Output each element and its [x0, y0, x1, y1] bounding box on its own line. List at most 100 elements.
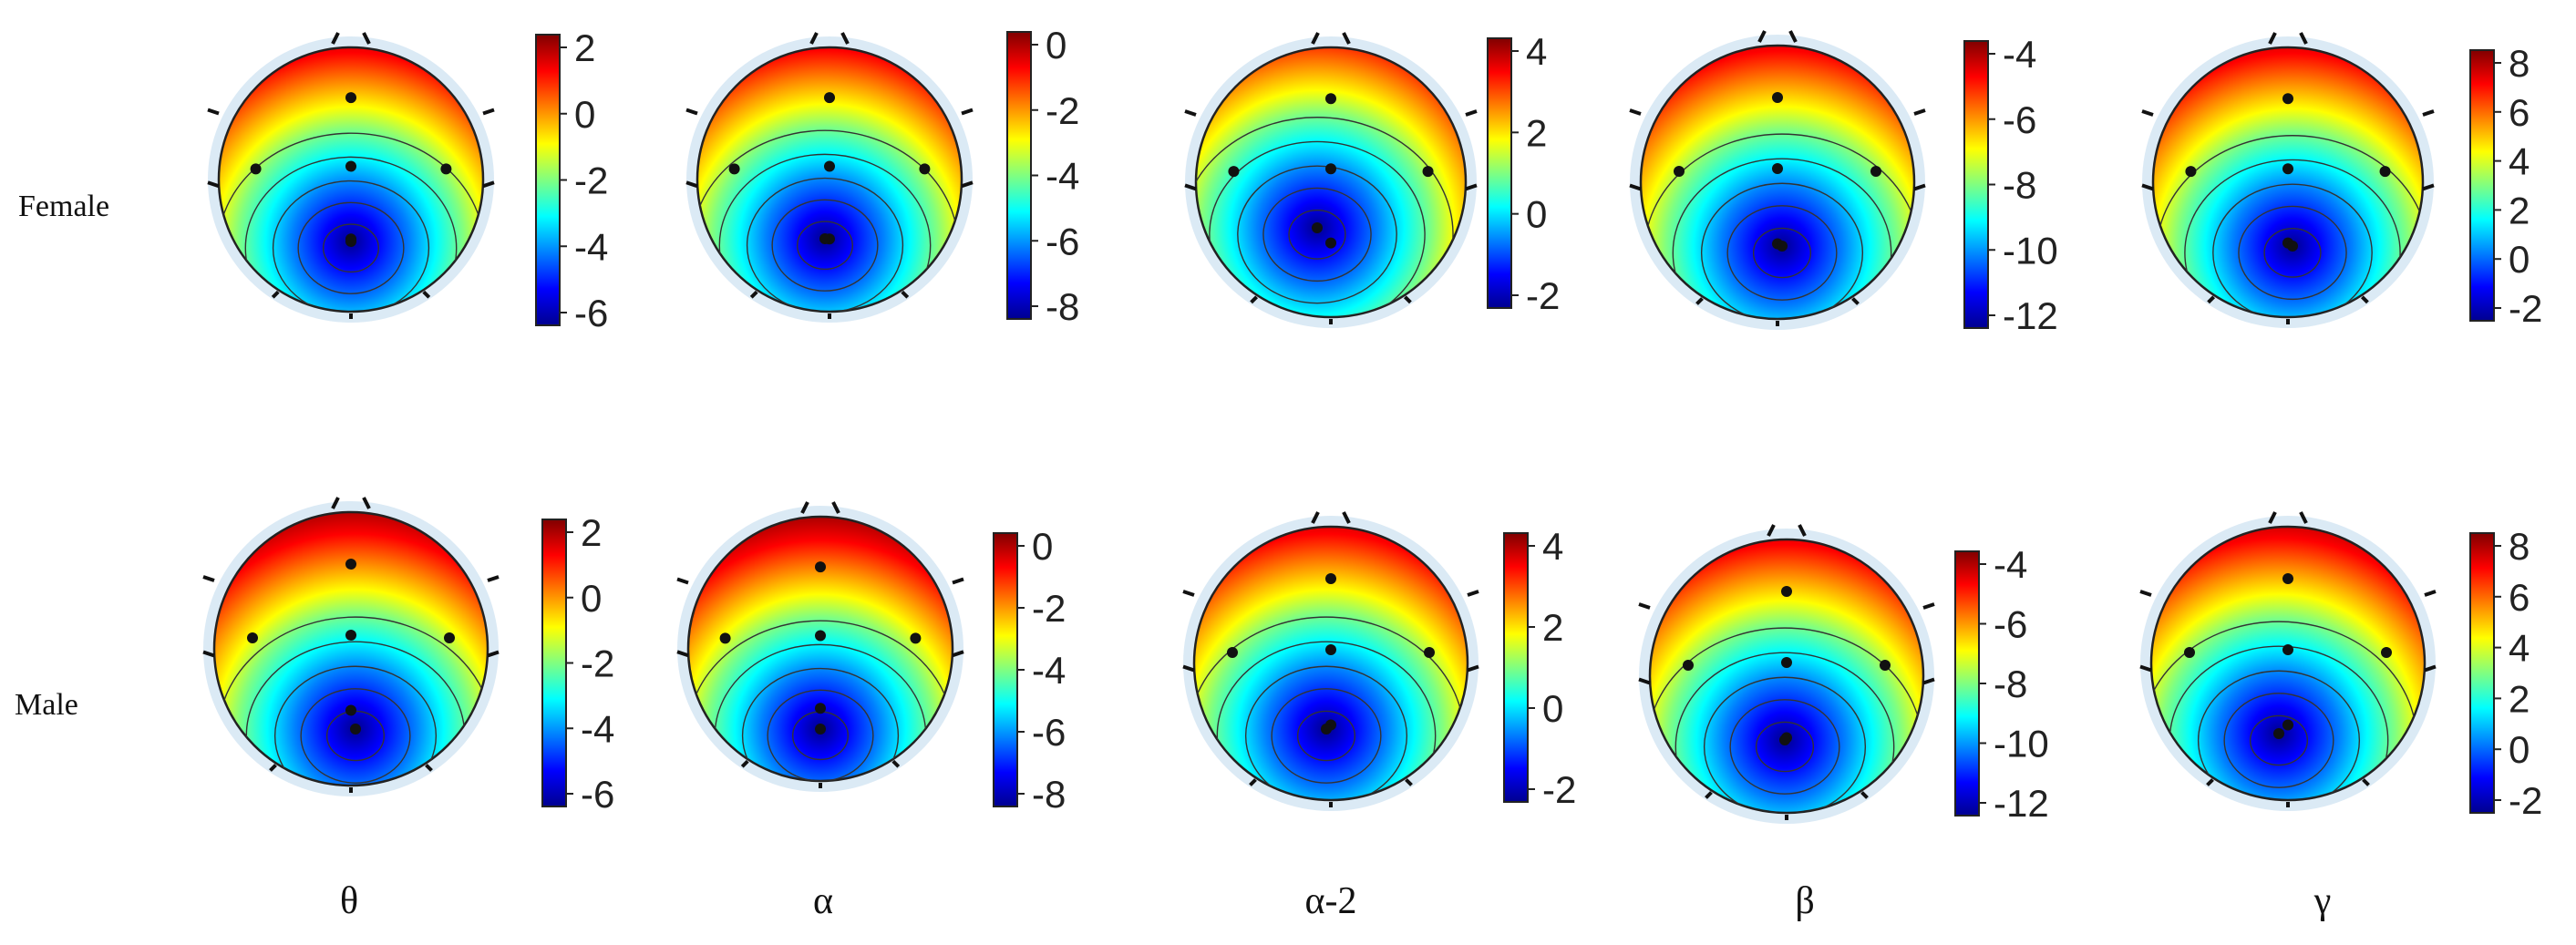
colorbar-tick-label: -2 — [1526, 274, 1560, 317]
colorbar-tick-label: -6 — [1994, 603, 2027, 646]
contour-lines — [219, 132, 483, 312]
colorbar-tick-label: -6 — [1032, 711, 1066, 754]
colorbar-tick-label: -6 — [2003, 98, 2036, 141]
head-outline — [1639, 44, 1916, 321]
topomap-male-1: 0 -2 -4 -6 -8 — [676, 501, 1066, 816]
electrode-dot — [1674, 166, 1685, 177]
colorbar-tick-label: 0 — [1046, 24, 1066, 67]
ear-marker — [207, 108, 220, 189]
rim-markers — [269, 764, 433, 793]
electrode-dot — [719, 632, 731, 644]
electrode-dot — [1777, 241, 1788, 252]
nose-marker — [2268, 32, 2308, 45]
electrode-dot — [1683, 660, 1694, 671]
colorbar-tick-label: -2 — [1542, 768, 1576, 811]
colorbar — [1006, 31, 1032, 320]
head-outline — [1192, 525, 1469, 802]
electrode-dot — [1781, 586, 1792, 597]
colorbar-tick-label: -8 — [1032, 773, 1066, 816]
electrode-dot — [2282, 93, 2293, 105]
rim-markers — [749, 290, 910, 319]
electrode-dot — [345, 559, 356, 570]
colorbar-tick-label: -8 — [1994, 663, 2027, 705]
ear-marker — [2139, 590, 2152, 673]
electrode-dot — [1312, 222, 1323, 233]
nose-marker — [800, 501, 840, 514]
colorbar-tick-label: -6 — [574, 292, 608, 334]
electrode-dot — [815, 724, 826, 734]
colorbar — [535, 34, 561, 326]
rim-markers — [271, 290, 431, 319]
topomap-female-2: 4 2 0 -2 — [1184, 30, 1560, 328]
topomap-female-4: 8 6 4 2 0 -2 — [2141, 32, 2542, 330]
colorbar — [541, 519, 567, 807]
band-label-beta: β — [1795, 880, 1815, 922]
ear-marker — [1184, 109, 1197, 191]
colorbar-tick-label: -4 — [574, 225, 608, 268]
colorbar-tick-label: 0 — [1032, 525, 1053, 568]
head-outline — [686, 515, 954, 783]
electrode-dot — [345, 236, 356, 247]
row-label-female: Female — [18, 190, 110, 223]
topomap-male-3: -4 -6 -8 -10 -12 — [1638, 524, 2049, 825]
electrode-dot — [345, 704, 356, 716]
electrode-dot — [1424, 647, 1435, 658]
electrode-dot — [2379, 166, 2391, 178]
electrode-dot — [824, 160, 835, 172]
band-label-theta: θ — [339, 880, 359, 922]
ear-marker — [1913, 108, 1926, 191]
ear-marker — [487, 575, 500, 658]
electrode-dot — [2381, 647, 2392, 658]
electrode-dot — [1325, 93, 1336, 105]
electrode-dot — [1228, 166, 1240, 178]
electrode-dot — [1321, 724, 1332, 734]
colorbar-tick-label: -8 — [2003, 164, 2036, 207]
colorbar-tick-label: -2 — [574, 159, 608, 202]
electrode-dot — [1772, 92, 1783, 103]
colorbar-tick-label: 2 — [1542, 606, 1563, 649]
colorbar-tick-label: 2 — [581, 511, 602, 554]
colorbar — [2469, 49, 2495, 322]
rim-markers — [1249, 778, 1413, 807]
colorbar-tick-label: 8 — [2509, 525, 2530, 568]
colorbar-tick-label: 0 — [1526, 193, 1547, 236]
electrode-dot — [815, 561, 826, 573]
colorbar-tick-label: -8 — [1046, 285, 1079, 328]
electrode-dot — [1781, 657, 1792, 668]
colorbar-tick-label: -12 — [2003, 294, 2058, 337]
electrode-dot — [1325, 163, 1336, 175]
head-outline — [1194, 46, 1468, 319]
colorbar-tick-label: 2 — [574, 26, 595, 69]
ear-marker — [1182, 590, 1195, 673]
electrode-dot — [2184, 647, 2195, 658]
ear-marker — [2424, 590, 2437, 673]
topomap-female-1: 0 -2 -4 -6 -8 — [685, 24, 1079, 328]
electrode-dot — [910, 632, 922, 644]
contour-lines — [1196, 117, 1454, 317]
electrode-dot — [2282, 573, 2293, 584]
electrode-dot — [919, 163, 931, 175]
ear-marker — [685, 108, 698, 189]
electrode-dot — [345, 160, 356, 172]
head-outline — [212, 510, 489, 787]
electrode-dot — [819, 233, 830, 244]
colorbar-tick-label: 4 — [1526, 30, 1547, 73]
colorbar-tick-label: 4 — [1542, 525, 1563, 568]
colorbar-tick-label: -4 — [1046, 155, 1079, 198]
colorbar-tick-label: 0 — [2509, 728, 2530, 771]
colorbar-tick-label: 2 — [1526, 111, 1547, 154]
rim-markers — [740, 759, 901, 788]
head-outline — [2149, 525, 2427, 802]
nose-marker — [809, 32, 850, 45]
band-label-alpha-2: α-2 — [1304, 880, 1357, 922]
electrode-dot — [1870, 166, 1881, 177]
ear-marker — [676, 577, 689, 658]
electrode-dot — [2282, 644, 2293, 655]
electrode-dot — [2282, 163, 2293, 175]
topomap-male-2: 4 2 0 -2 — [1182, 511, 1576, 811]
ear-marker — [961, 108, 974, 189]
electrode-dot — [2273, 728, 2284, 739]
head-outline — [2151, 46, 2425, 319]
electrode-dot — [345, 630, 356, 641]
